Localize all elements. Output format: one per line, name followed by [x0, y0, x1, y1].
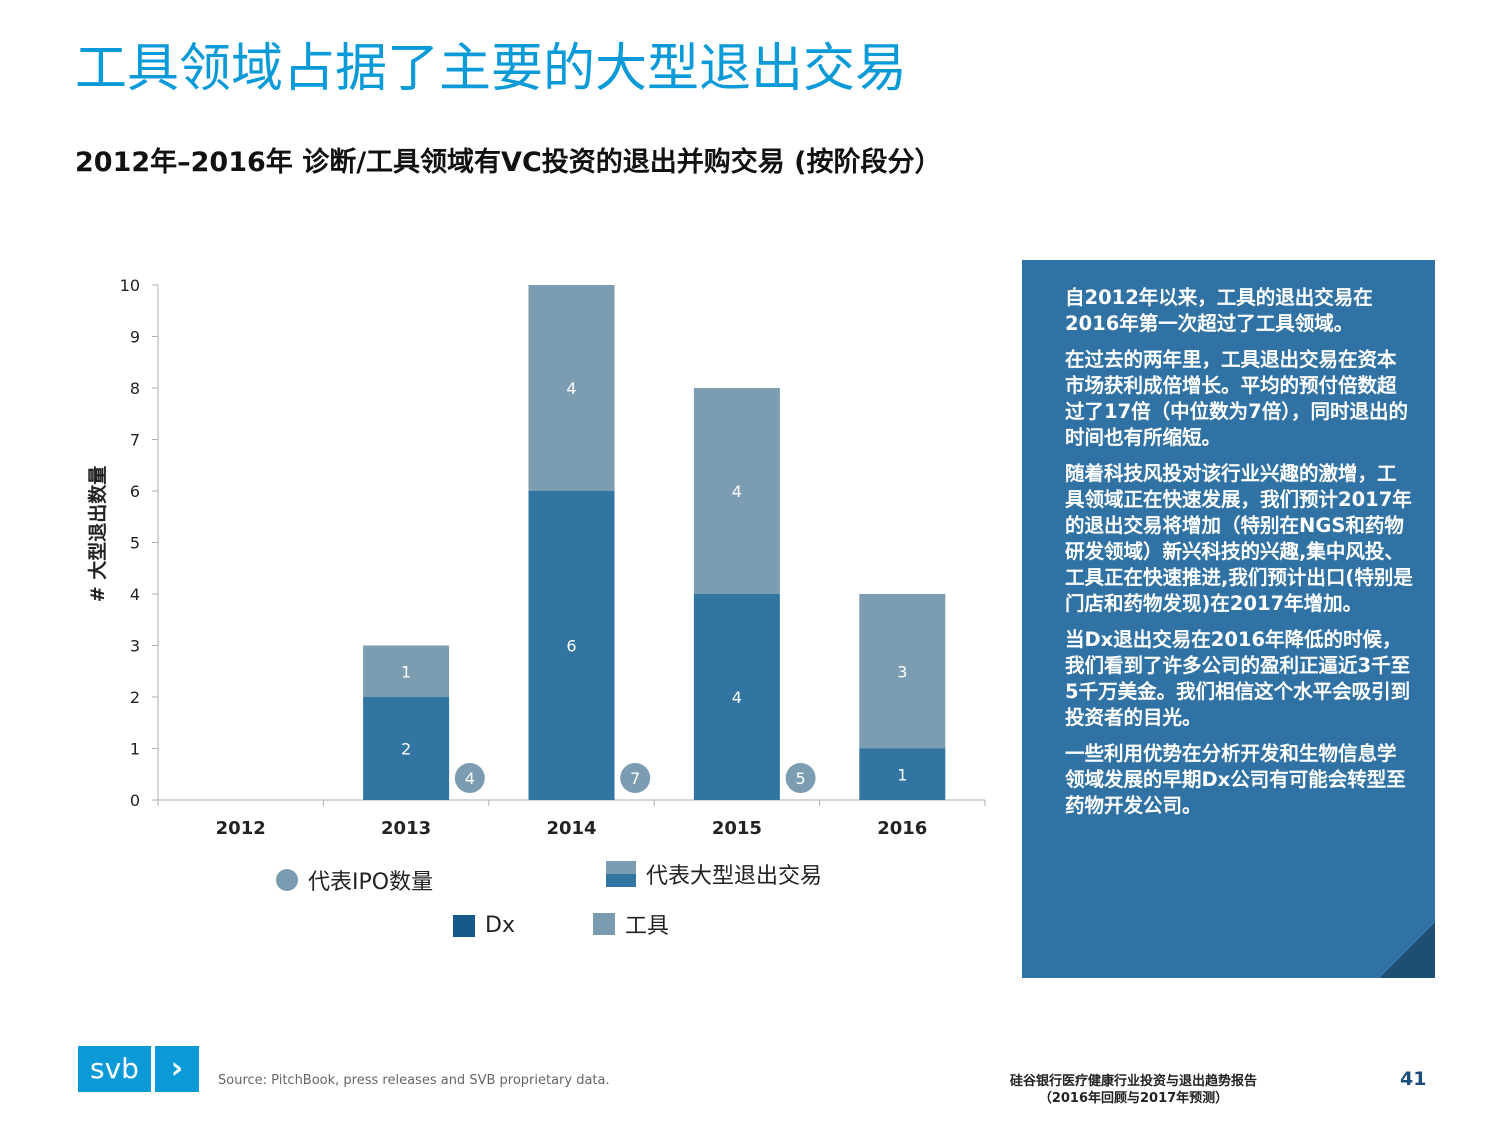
panel-paragraph: 自2012年以来，工具的退出交易在2016年第一次超过了工具领域。 — [1065, 286, 1373, 335]
report-title: 硅谷银行医疗健康行业投资与退出趋势报告 （2016年回顾与2017年预测） — [1010, 1073, 1257, 1107]
report-title-line1: 硅谷银行医疗健康行业投资与退出趋势报告 — [1010, 1074, 1258, 1089]
panel-paragraph: 一些利用优势在分析开发和生物信息学领域发展的早期Dx公司有可能会转型至药物开发公… — [1065, 742, 1406, 817]
bar-data-label: 1 — [897, 765, 907, 784]
ipo-count-label: 5 — [796, 769, 806, 788]
x-tick-label: 2016 — [877, 818, 927, 839]
svb-logo: svb › — [78, 1046, 199, 1092]
legend-tools: 工具 — [593, 908, 669, 940]
bar-data-label: 2 — [401, 740, 411, 759]
panel-paragraph: 当Dx退出交易在2016年降低的时候，我们看到了许多公司的盈利正逼近3千至5千万… — [1065, 628, 1411, 729]
bar-segment-dx — [528, 491, 615, 800]
x-tick-label: 2014 — [546, 818, 596, 839]
x-tick-label: 2013 — [381, 818, 431, 839]
tools-square-icon — [593, 913, 615, 935]
y-tick-label: 2 — [130, 688, 140, 707]
chart-subtitle: 2012年–2016年 诊断/工具领域有VC投资的退出并购交易 (按阶段分） — [75, 147, 942, 178]
insight-panel — [1022, 260, 1435, 978]
legend-large-exit-label: 代表大型退出交易 — [646, 864, 823, 889]
y-tick-label: 7 — [130, 431, 140, 450]
y-tick-label: 10 — [120, 276, 140, 295]
page-number: 41 — [1400, 1068, 1427, 1090]
bar-data-label: 6 — [566, 637, 576, 656]
stacked-bar-icon — [606, 861, 636, 887]
ipo-count-label: 4 — [465, 769, 475, 788]
y-tick-label: 4 — [130, 585, 140, 604]
bar-segment-tools — [363, 645, 450, 697]
bar-segment-tools — [859, 594, 946, 749]
bar-data-label: 3 — [897, 662, 907, 681]
page-title: 工具领域占据了主要的大型退出交易 — [75, 39, 908, 99]
chevron-right-icon: › — [154, 1046, 199, 1092]
bar-segment-dx — [859, 748, 946, 800]
y-tick-label: 6 — [130, 482, 140, 501]
legend-ipo-label: 代表IPO数量 — [308, 870, 434, 895]
legend-dx: Dx — [453, 913, 515, 938]
y-tick-label: 5 — [130, 534, 140, 553]
ipo-circle — [620, 763, 651, 793]
svb-logo-text: svb — [78, 1046, 151, 1092]
bar-data-label: 4 — [732, 482, 742, 501]
legend-dx-label: Dx — [485, 913, 515, 938]
bar-segment-tools — [693, 388, 780, 594]
insight-panel-text: 自2012年以来，工具的退出交易在2016年第一次超过了工具领域。 在过去的两年… — [1065, 285, 1415, 829]
report-title-line2: （2016年回顾与2017年预测） — [1038, 1091, 1229, 1106]
legend-tools-label: 工具 — [625, 914, 670, 939]
x-tick-label: 2015 — [712, 818, 762, 839]
legend-ipo: 代表IPO数量 — [276, 864, 433, 896]
legend-large-exit: 代表大型退出交易 — [606, 858, 822, 890]
bar-data-label: 1 — [401, 662, 411, 681]
dx-square-icon — [453, 914, 475, 937]
bar-segment-dx — [363, 697, 450, 800]
y-tick-label: 8 — [130, 379, 140, 398]
y-tick-label: 1 — [130, 740, 140, 759]
bar-segment-tools — [528, 285, 615, 491]
y-tick-label: 3 — [130, 637, 140, 656]
x-tick-label: 2012 — [216, 818, 266, 839]
y-tick-label: 0 — [130, 791, 140, 810]
bar-segment-dx — [693, 594, 780, 800]
bar-data-label: 4 — [732, 688, 742, 707]
bar-data-label: 4 — [566, 379, 576, 398]
ipo-circle — [454, 763, 485, 793]
source-note: Source: PitchBook, press releases and SV… — [218, 1073, 610, 1088]
panel-paragraph: 在过去的两年里，工具退出交易在资本市场获利成倍增长。平均的预付倍数超过了17倍（… — [1065, 348, 1408, 449]
y-tick-label: 9 — [130, 328, 140, 347]
ipo-count-label: 7 — [630, 769, 640, 788]
panel-paragraph: 随着科技风投对该行业兴趣的激增，工具领域正在快速发展，我们预计2017年的退出交… — [1065, 462, 1413, 615]
ipo-circle-icon — [276, 869, 298, 891]
y-axis-label: # 大型退出数量 — [86, 466, 109, 603]
ipo-circle — [785, 763, 816, 793]
